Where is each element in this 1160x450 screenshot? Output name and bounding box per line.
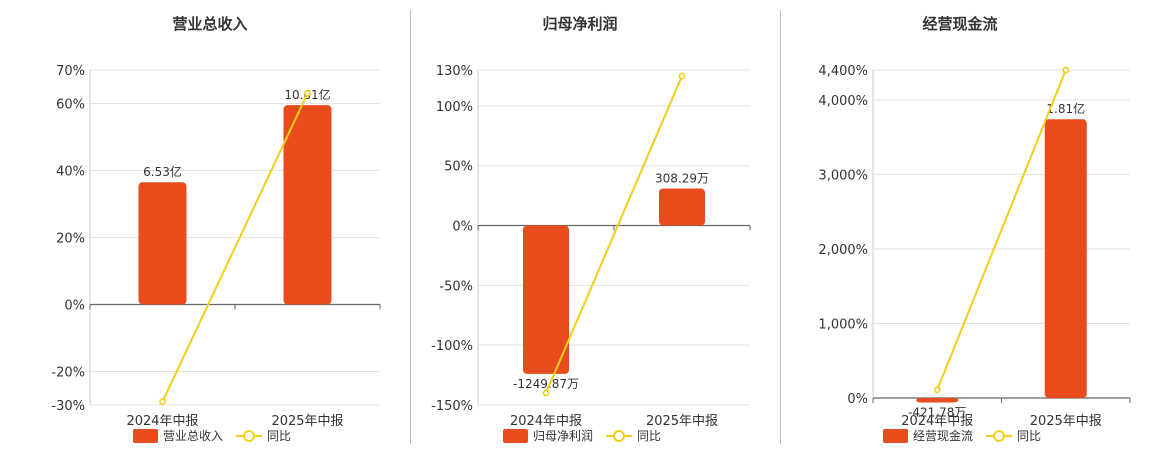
bar-value-label: 6.53亿	[143, 164, 182, 179]
legend-bar-swatch	[503, 429, 528, 443]
legend-line-label: 同比	[267, 429, 291, 443]
yoy-point	[933, 386, 941, 394]
bar-value-label: 308.29万	[655, 171, 709, 185]
bar	[138, 182, 187, 305]
yoy-point	[542, 389, 550, 397]
legend-line-label: 同比	[637, 429, 661, 443]
legend-line-marker	[613, 430, 625, 442]
yoy-line	[936, 69, 1067, 391]
legend-line-marker	[993, 430, 1005, 442]
bar	[916, 398, 959, 403]
bar-value-label: -421.78万	[908, 405, 966, 419]
y-tick-label: 0%	[452, 220, 473, 235]
chart-title: 营业总收入	[172, 15, 247, 33]
x-category-label: 2025年中报	[646, 414, 718, 429]
y-tick-label: 0%	[847, 392, 868, 407]
panel-divider	[410, 10, 411, 444]
yoy-line	[545, 75, 683, 394]
bar	[283, 105, 332, 305]
yoy-line	[161, 93, 309, 403]
y-tick-label: 2,000%	[818, 243, 868, 258]
legend-line-label: 同比	[1017, 429, 1041, 443]
x-category-label: 2024年中报	[510, 414, 582, 429]
y-tick-label: 130%	[436, 64, 473, 79]
y-tick-label: -50%	[439, 279, 473, 294]
yoy-point	[678, 72, 686, 80]
y-tick-label: 70%	[56, 64, 85, 79]
yoy-point	[1062, 66, 1070, 74]
bar-value-label: 1.81亿	[1046, 101, 1085, 116]
x-category-label: 2024年中报	[901, 414, 973, 429]
x-category-label: 2025年中报	[271, 414, 343, 429]
x-category-label: 2025年中报	[1030, 414, 1102, 429]
y-tick-label: 20%	[56, 232, 85, 247]
y-tick-label: -150%	[431, 399, 473, 414]
y-tick-label: -100%	[431, 339, 473, 354]
y-tick-label: 0%	[64, 299, 85, 314]
bar	[1044, 119, 1087, 398]
chart-title: 经营现金流	[922, 15, 997, 33]
bar-value-label: -1249.87万	[513, 377, 579, 391]
y-tick-label: 4,400%	[818, 64, 868, 79]
yoy-point	[159, 398, 166, 406]
x-category-label: 2024年中报	[126, 414, 198, 429]
legend-bar-label: 归母净利润	[533, 429, 593, 443]
y-tick-label: 1,000%	[818, 317, 868, 332]
y-tick-label: 50%	[444, 160, 473, 175]
panel-divider	[780, 10, 781, 444]
y-tick-label: -20%	[51, 366, 85, 381]
legend-bar-swatch	[133, 429, 158, 443]
yoy-point	[304, 90, 311, 97]
legend-line-marker	[243, 430, 255, 442]
y-tick-label: 4,000%	[818, 94, 868, 109]
y-tick-label: 40%	[56, 165, 85, 180]
y-tick-label: -30%	[51, 399, 85, 414]
y-tick-label: 60%	[56, 98, 85, 113]
legend-bar-label: 经营现金流	[913, 428, 973, 443]
legend-bar-swatch	[883, 429, 908, 443]
chart-title: 归母净利润	[542, 15, 617, 33]
y-tick-label: 3,000%	[818, 168, 868, 183]
bar	[659, 188, 705, 226]
bar	[523, 225, 569, 374]
legend-bar-label: 营业总收入	[163, 429, 223, 443]
y-tick-label: 100%	[436, 100, 473, 115]
